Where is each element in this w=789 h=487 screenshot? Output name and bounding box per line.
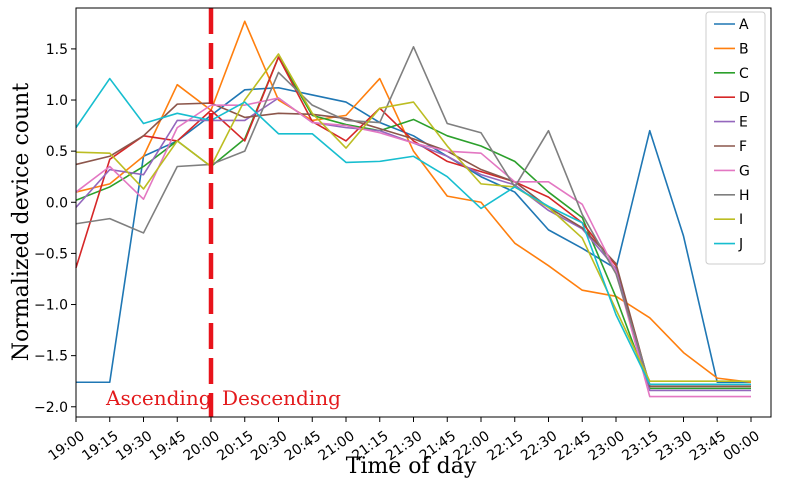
legend-label-g: G: [739, 163, 750, 179]
legend-box: [705, 11, 766, 265]
series-line-a: [76, 86, 751, 384]
descending-label: Descending: [222, 386, 341, 410]
region-annotations: Ascending Descending: [105, 8, 341, 417]
legend-label-c: C: [739, 66, 749, 82]
x-tick-label: 22:30: [518, 428, 560, 464]
x-tick-label: 20:15: [214, 428, 256, 464]
y-tick-label: 0.0: [46, 195, 68, 211]
y-tick-label: 0.5: [46, 144, 68, 160]
x-tick-label: 19:45: [147, 428, 189, 464]
plot-area: [76, 8, 771, 417]
y-tick-label: 1.0: [46, 93, 68, 109]
x-tick-label: 22:45: [552, 428, 594, 464]
y-tick-label: −2.0: [34, 400, 68, 416]
plot-background: [76, 8, 771, 417]
x-tick-label: 20:00: [181, 428, 223, 464]
legend-label-d: D: [739, 90, 750, 106]
x-tick-label: 19:00: [46, 428, 88, 464]
legend-label-a: A: [739, 17, 749, 33]
legend-label-f: F: [739, 139, 747, 155]
series-line-i: [75, 53, 751, 383]
x-tick-label: 22:15: [484, 428, 526, 464]
y-tick-label: −0.5: [34, 246, 68, 262]
x-tick-label: 00:00: [721, 428, 763, 464]
axes-frame: [75, 7, 772, 418]
series-line-j: [75, 77, 751, 386]
x-tick-label: 20:45: [282, 428, 324, 464]
x-tick-label: 23:45: [687, 428, 729, 464]
legend-label-b: B: [739, 41, 749, 57]
series-line-b: [75, 20, 752, 384]
series-lines: [75, 20, 752, 398]
x-tick-label: 23:00: [586, 428, 628, 464]
x-tick-label: 19:30: [113, 428, 155, 464]
x-tick-label: 23:15: [619, 428, 661, 464]
legend-label-h: H: [739, 188, 750, 204]
y-tick-label: −1.0: [34, 298, 68, 314]
legend-label-e: E: [739, 115, 748, 131]
legend-label-j: J: [738, 237, 743, 253]
y-tick-label: 1.5: [46, 42, 68, 58]
x-tick-label: 20:30: [248, 428, 290, 464]
x-tick-label: 19:15: [79, 428, 121, 464]
series-line-h: [75, 46, 751, 386]
x-tick-label: 23:30: [653, 428, 695, 464]
y-axis-title: Normalized device count: [9, 83, 34, 362]
legend-label-i: I: [739, 212, 743, 228]
x-axis-title: Time of day: [346, 454, 477, 479]
y-tick-label: −1.5: [34, 349, 68, 365]
ascending-label: Ascending: [105, 386, 212, 410]
series-line-g: [75, 97, 751, 398]
